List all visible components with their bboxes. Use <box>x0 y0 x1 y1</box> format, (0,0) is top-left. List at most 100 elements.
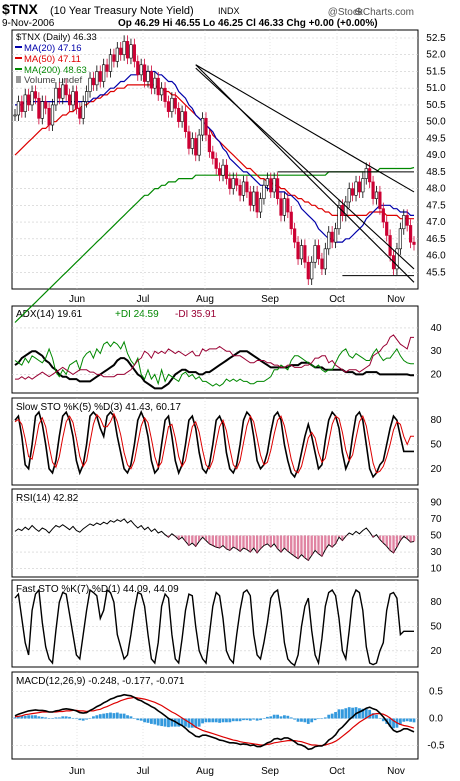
price-tick-label: 47.0 <box>426 217 446 228</box>
watermark-icon: ⊕ <box>354 6 363 18</box>
legend-rsi: RSI(14) 42.82 <box>16 493 79 504</box>
price-tick-label: 46.5 <box>426 234 446 245</box>
adx-panel-frame <box>11 305 419 394</box>
rsi-tick-label: 30 <box>430 547 442 558</box>
macd-histogram-bar <box>300 718 303 722</box>
macd-histogram-bar <box>81 718 85 721</box>
adx-series-2 <box>15 334 414 380</box>
macd-histogram-bar <box>242 718 245 721</box>
candle-body <box>351 188 355 196</box>
candle-body <box>173 97 177 109</box>
macd-histogram-bar <box>136 718 140 721</box>
candle-body <box>221 164 225 176</box>
macd-histogram-bar <box>313 718 317 721</box>
macd-histogram-bar <box>51 718 54 719</box>
price-panel-frame <box>11 29 419 290</box>
candle-body <box>44 101 48 109</box>
macd-histogram-bar <box>163 718 167 727</box>
macd-histogram-bar <box>23 715 27 719</box>
trendline <box>195 64 415 193</box>
macd-histogram-bar <box>334 712 337 719</box>
candle-body <box>286 198 290 213</box>
macd-histogram-bar <box>132 718 136 719</box>
candle-body <box>16 101 21 116</box>
candle-body <box>241 181 246 196</box>
candle-body <box>296 241 300 260</box>
candle-body <box>200 118 205 136</box>
macd-histogram-bar <box>306 718 310 724</box>
macd-histogram-bar <box>225 718 228 723</box>
candle-body <box>211 151 215 159</box>
macd-histogram-bar <box>211 718 215 723</box>
candle-body <box>13 114 17 117</box>
macd-histogram-bar <box>279 716 283 719</box>
candle-body <box>108 54 113 72</box>
price-legend: $TNX (Daily) 46.33 MA(20) 47.16 MA(50) 4… <box>15 32 97 86</box>
slowsto-series-0 <box>14 410 414 479</box>
macd-histogram-bar <box>269 716 273 719</box>
macd-histogram-bar <box>235 718 239 722</box>
candle-body <box>347 188 351 203</box>
month-label-top-aug: Aug <box>196 294 214 305</box>
adx-series-1 <box>14 340 414 387</box>
price-tick-label: 50.5 <box>426 100 446 111</box>
watermark: @StockCharts.com <box>328 7 414 18</box>
macd-histogram-bar <box>293 718 297 720</box>
trendline <box>195 67 415 270</box>
macd-histogram-bar <box>238 718 242 722</box>
macd-histogram-bar <box>88 717 92 719</box>
legend-adx: ADX(14) 19.61 <box>16 309 83 320</box>
rsi-tick-label: 50 <box>430 531 442 542</box>
candle-body <box>299 245 304 260</box>
price-tick-label: 52.5 <box>426 33 446 44</box>
macd-histogram-bar <box>375 714 378 719</box>
candle-body <box>316 245 321 260</box>
candle-body <box>224 164 229 179</box>
macd-histogram-bar <box>71 717 75 719</box>
macd-histogram-bar <box>340 709 344 719</box>
candle-body <box>170 97 174 112</box>
macd-histogram-bar <box>160 718 164 727</box>
macd-histogram-bar <box>245 718 249 721</box>
macd-histogram-bar <box>204 718 208 723</box>
faststo-tick-label: 50 <box>430 622 442 633</box>
macd-histogram-bar <box>344 708 348 719</box>
macd-histogram-bar <box>358 708 361 719</box>
month-label-bottom-jul: Jul <box>137 766 150 777</box>
macd-histogram-bar <box>221 718 225 723</box>
macd-histogram-bar <box>61 716 65 719</box>
macd-histogram-bar <box>201 718 204 724</box>
candle-body <box>132 44 136 62</box>
price-tick-label: 51.5 <box>426 66 446 77</box>
candle-body <box>177 107 181 122</box>
macd-histogram-bar <box>68 716 71 719</box>
macd-histogram-bar <box>146 718 150 723</box>
macd-histogram-bar <box>64 716 68 719</box>
macd-histogram-bar <box>27 715 31 719</box>
candle-body <box>361 178 365 193</box>
rsi-tick-label: 10 <box>430 564 442 575</box>
candle-body <box>136 61 140 76</box>
macd-histogram-bar <box>30 715 34 719</box>
month-label-bottom-jun: Jun <box>69 766 85 777</box>
candle-body <box>303 245 307 263</box>
faststo-tick-label: 20 <box>430 646 442 657</box>
price-tick-label: 52.0 <box>426 50 446 61</box>
candle-body <box>327 231 331 250</box>
ticker-name: (10 Year Treasury Note Yield) <box>50 5 194 17</box>
slowsto-tick-label: 20 <box>430 464 442 475</box>
macd-histogram-bar <box>47 718 51 719</box>
macd-histogram-bar <box>194 718 198 728</box>
candle-body <box>310 261 314 280</box>
macd-histogram-bar <box>310 718 314 723</box>
candle-body <box>40 101 44 119</box>
candle-body <box>235 178 239 186</box>
adx-series-0 <box>14 350 414 390</box>
price-tick-label: 48.0 <box>426 184 446 195</box>
candle-body <box>364 168 368 179</box>
macd-histogram-bar <box>180 718 184 727</box>
candle-body <box>381 208 385 223</box>
candle-body <box>306 261 310 280</box>
month-label-bottom-oct: Oct <box>329 766 345 777</box>
macd-histogram-bar <box>115 712 119 719</box>
